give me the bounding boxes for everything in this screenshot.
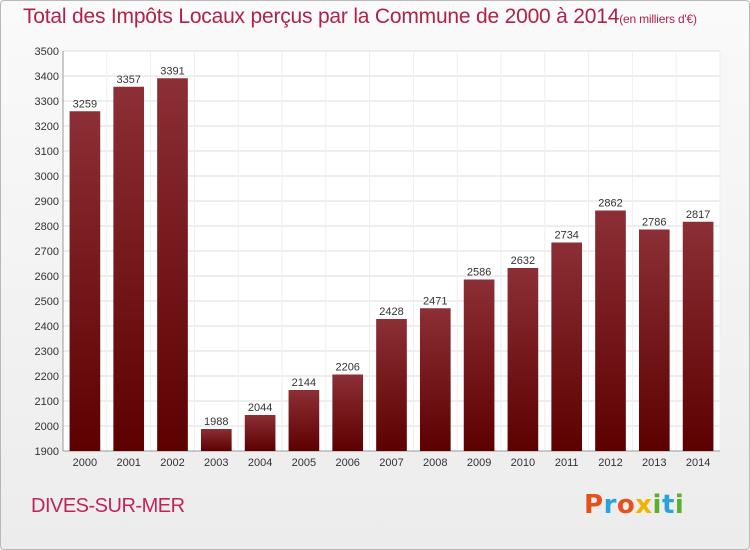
data-label: 2044 — [248, 402, 272, 414]
data-label: 2817 — [686, 209, 710, 221]
y-tick-label: 3300 — [35, 96, 59, 108]
y-tick-label: 3200 — [35, 121, 59, 133]
bar-2006 — [332, 374, 364, 451]
data-label: 3391 — [160, 65, 184, 77]
data-label: 2428 — [379, 306, 403, 318]
logo-letter: o — [616, 490, 636, 520]
x-tick-label: 2007 — [379, 457, 403, 469]
bar-2002 — [157, 78, 188, 451]
title-unit: (en milliers d'€) — [619, 12, 697, 26]
logo-letter: r — [603, 490, 617, 520]
x-tick-label: 2000 — [73, 457, 97, 469]
data-label: 2632 — [511, 255, 535, 267]
bar-2007 — [376, 319, 407, 451]
bar-2009 — [463, 279, 495, 451]
x-tick-label: 2006 — [335, 457, 359, 469]
bar-2008 — [419, 308, 451, 451]
bar-2000 — [69, 111, 101, 451]
data-label: 2734 — [554, 230, 578, 242]
data-label: 3357 — [116, 74, 140, 86]
bar-2010 — [507, 268, 539, 451]
y-tick-label: 2200 — [35, 371, 59, 383]
y-tick-label: 2700 — [35, 246, 59, 258]
x-tick-label: 2009 — [467, 457, 491, 469]
y-tick-label: 2600 — [35, 271, 59, 283]
bar-2011 — [551, 242, 583, 451]
y-tick-label: 2500 — [35, 296, 59, 308]
y-tick-label: 2800 — [35, 221, 59, 233]
data-label: 2471 — [423, 295, 447, 307]
data-label: 2786 — [642, 217, 666, 229]
data-label: 2206 — [335, 362, 359, 374]
bar-2003 — [200, 429, 232, 451]
y-tick-label: 2300 — [35, 346, 59, 358]
y-tick-label: 3100 — [35, 146, 59, 158]
x-tick-label: 2002 — [160, 457, 184, 469]
bar-2014 — [682, 221, 714, 451]
y-tick-label: 3000 — [35, 171, 59, 183]
x-tick-label: 2001 — [116, 457, 140, 469]
x-tick-label: 2011 — [555, 457, 579, 469]
x-tick-label: 2004 — [248, 457, 272, 469]
data-label: 2586 — [467, 267, 491, 279]
x-tick-label: 2013 — [642, 457, 666, 469]
logo-letter: i — [652, 490, 662, 520]
bar-2004 — [244, 415, 276, 451]
y-tick-label: 2400 — [35, 321, 59, 333]
title-text: Total des Impôts Locaux perçus par la Co… — [23, 5, 620, 28]
logo-letter: t — [661, 490, 675, 520]
y-tick-label: 3500 — [35, 46, 59, 58]
x-tick-label: 2012 — [598, 457, 622, 469]
x-tick-label: 2005 — [292, 457, 316, 469]
data-label: 2144 — [292, 377, 316, 389]
y-tick-label: 3400 — [35, 71, 59, 83]
bar-2001 — [113, 86, 145, 451]
y-tick-label: 2100 — [35, 396, 59, 408]
x-tick-label: 2008 — [423, 457, 447, 469]
logo-letter: P — [584, 490, 604, 520]
x-tick-label: 2010 — [511, 457, 535, 469]
y-tick-label: 2000 — [35, 421, 59, 433]
y-tick-label: 1900 — [35, 446, 59, 458]
data-label: 3259 — [73, 98, 97, 110]
y-tick-label: 2900 — [35, 196, 59, 208]
logo-letter: i — [674, 490, 685, 520]
data-label: 2862 — [598, 198, 622, 210]
logo-letter: x — [635, 490, 653, 520]
proxiti-logo: Proxiti — [584, 490, 684, 520]
data-label: 1988 — [204, 416, 228, 428]
commune-name: DIVES-SUR-MER — [31, 495, 185, 517]
chart-title: Total des Impôts Locaux perçus par la Co… — [23, 5, 697, 29]
x-tick-label: 2014 — [686, 457, 710, 469]
bar-2013 — [638, 229, 670, 451]
x-tick-label: 2003 — [204, 457, 228, 469]
bar-2012 — [595, 210, 626, 451]
bar-2005 — [288, 390, 320, 451]
